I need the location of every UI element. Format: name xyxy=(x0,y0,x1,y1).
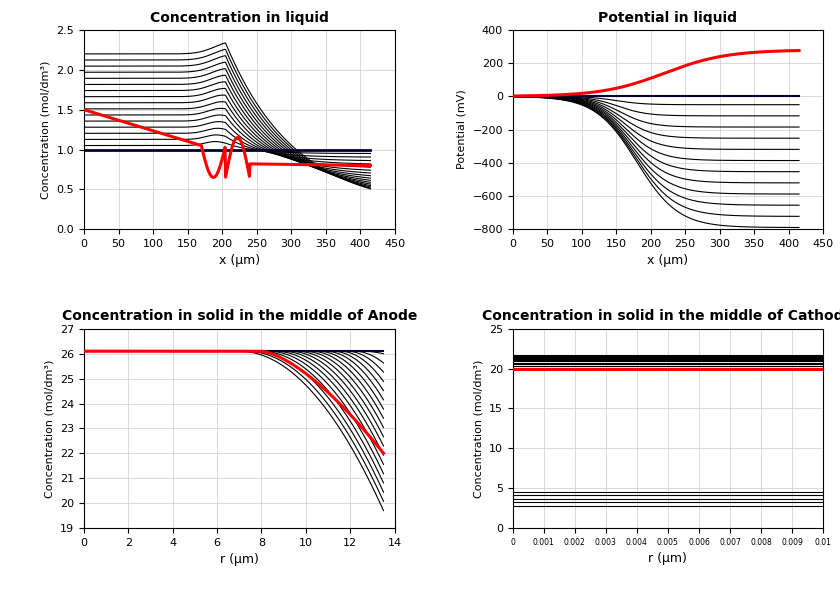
Title: Concentration in solid in the middle of Cathode: Concentration in solid in the middle of … xyxy=(482,310,840,323)
Title: Potential in liquid: Potential in liquid xyxy=(598,11,738,25)
Title: Concentration in liquid: Concentration in liquid xyxy=(150,11,328,25)
X-axis label: r (μm): r (μm) xyxy=(220,553,259,566)
Y-axis label: Concentration (mol/dm³): Concentration (mol/dm³) xyxy=(41,61,51,199)
Title: Concentration in solid in the middle of Anode: Concentration in solid in the middle of … xyxy=(61,310,417,323)
Y-axis label: Concentration (mol/dm³): Concentration (mol/dm³) xyxy=(473,359,483,497)
X-axis label: x (μm): x (μm) xyxy=(218,254,260,268)
Y-axis label: Concentration (mol/dm³): Concentration (mol/dm³) xyxy=(45,359,55,497)
X-axis label: x (μm): x (μm) xyxy=(648,254,689,268)
X-axis label: r (μm): r (μm) xyxy=(648,552,687,565)
Y-axis label: Potential (mV): Potential (mV) xyxy=(457,90,467,169)
